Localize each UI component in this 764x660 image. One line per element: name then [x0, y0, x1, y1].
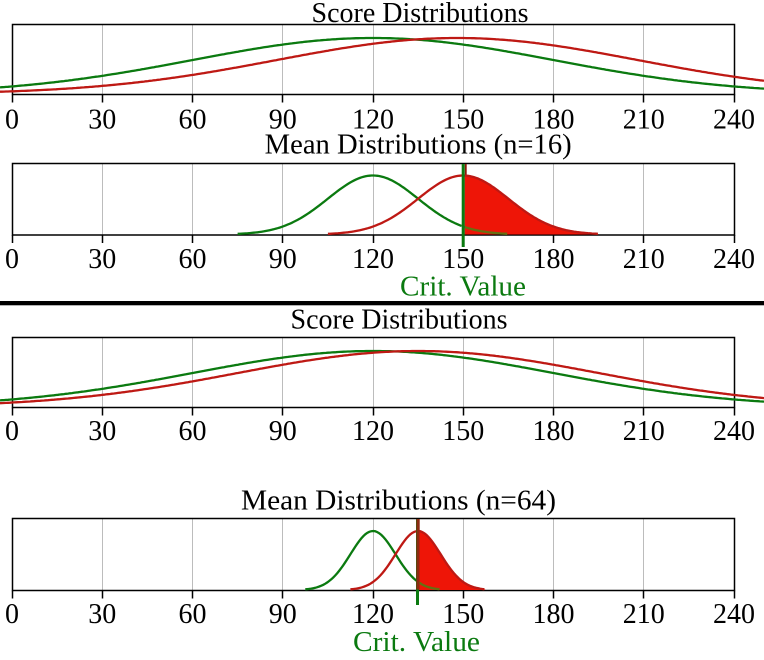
svg-text:0: 0	[5, 599, 19, 630]
svg-text:60: 60	[179, 599, 207, 630]
svg-text:60: 60	[179, 416, 207, 447]
svg-text:240: 240	[713, 416, 755, 447]
svg-text:Score Distributions: Score Distributions	[291, 304, 508, 335]
svg-text:0: 0	[5, 244, 19, 275]
svg-text:0: 0	[5, 105, 19, 136]
svg-text:120: 120	[352, 599, 394, 630]
svg-text:180: 180	[533, 416, 575, 447]
svg-text:210: 210	[623, 599, 665, 630]
svg-text:210: 210	[623, 105, 665, 136]
svg-text:Mean Distributions (n=64): Mean Distributions (n=64)	[241, 485, 556, 516]
svg-text:30: 30	[88, 599, 116, 630]
svg-text:120: 120	[352, 105, 394, 136]
svg-text:90: 90	[269, 244, 297, 275]
svg-text:120: 120	[352, 416, 394, 447]
svg-text:Score Distributions: Score Distributions	[312, 0, 529, 29]
svg-text:90: 90	[269, 416, 297, 447]
svg-text:Crit. Value: Crit. Value	[353, 627, 480, 658]
svg-text:150: 150	[442, 599, 484, 630]
svg-text:180: 180	[533, 244, 575, 275]
svg-text:Mean Distributions (n=16): Mean Distributions (n=16)	[265, 129, 572, 160]
svg-text:120: 120	[352, 244, 394, 275]
svg-text:30: 30	[88, 105, 116, 136]
svg-text:Crit. Value: Crit. Value	[400, 271, 526, 302]
svg-text:180: 180	[533, 105, 575, 136]
svg-text:240: 240	[713, 599, 755, 630]
svg-text:150: 150	[442, 416, 484, 447]
svg-text:150: 150	[442, 244, 484, 275]
svg-text:210: 210	[623, 416, 665, 447]
svg-text:180: 180	[533, 599, 575, 630]
svg-text:90: 90	[269, 599, 297, 630]
svg-text:60: 60	[179, 244, 207, 275]
svg-text:60: 60	[179, 105, 207, 136]
svg-text:30: 30	[88, 416, 116, 447]
svg-text:90: 90	[269, 105, 297, 136]
svg-text:240: 240	[713, 244, 755, 275]
svg-text:30: 30	[88, 244, 116, 275]
svg-text:240: 240	[713, 105, 755, 136]
svg-text:150: 150	[442, 105, 484, 136]
svg-text:0: 0	[5, 416, 19, 447]
svg-text:210: 210	[623, 244, 665, 275]
